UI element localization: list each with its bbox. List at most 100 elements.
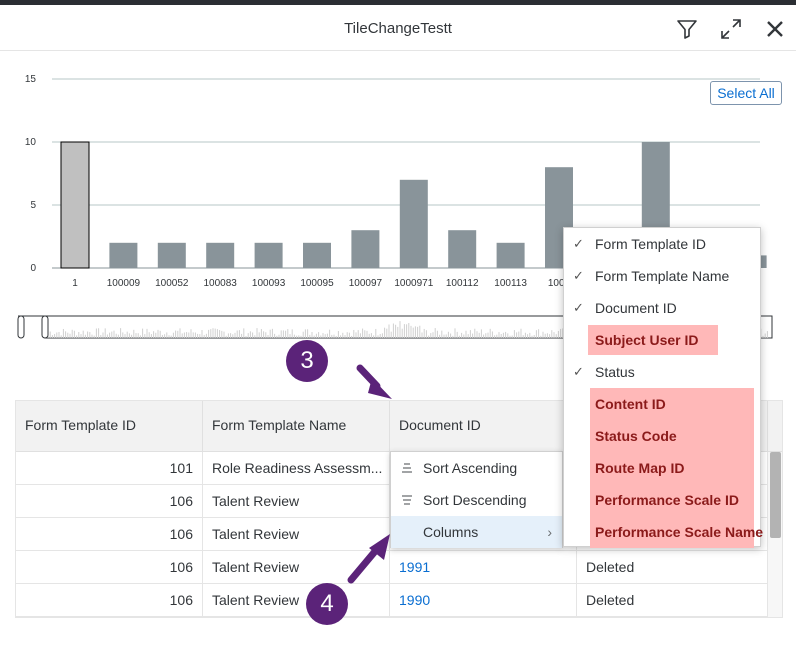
select-all-button[interactable]: Select All xyxy=(710,81,782,105)
x-tick-label: 100083 xyxy=(204,278,238,289)
x-tick-label: 100113 xyxy=(494,278,527,289)
bar[interactable] xyxy=(351,230,380,268)
menu-item-label: Sort Descending xyxy=(423,492,527,508)
step-3-badge: 3 xyxy=(286,340,328,382)
column-option-label: Document ID xyxy=(595,300,677,316)
column-option-form-template-id[interactable]: ✓ Form Template ID xyxy=(564,228,760,260)
cell-status xyxy=(577,452,768,485)
table-row[interactable]: 106 Talent Review 1991 Deleted xyxy=(16,551,782,584)
menu-item-columns[interactable]: Columns › xyxy=(391,516,562,548)
cell-document-id[interactable]: 1991 xyxy=(390,551,577,584)
filter-icon[interactable] xyxy=(675,17,699,41)
y-tick-label: 5 xyxy=(30,200,36,211)
cell-template-name: Talent Review xyxy=(203,584,390,617)
menu-item-label: Sort Ascending xyxy=(423,460,518,476)
x-tick-label: 100052 xyxy=(155,278,189,289)
bar[interactable] xyxy=(109,242,138,268)
column-option-performance-scale-name[interactable]: Performance Scale Name xyxy=(564,516,764,548)
x-tick-label: 100095 xyxy=(300,278,334,289)
column-header-form-template-id[interactable]: Form Template ID xyxy=(16,401,203,452)
x-tick-label: 1000971 xyxy=(394,278,433,289)
cell-status: Deleted xyxy=(577,551,768,584)
bar[interactable] xyxy=(206,242,235,268)
menu-item-sort-ascending[interactable]: Sort Ascending xyxy=(391,452,562,484)
column-option-label: Performance Scale ID xyxy=(595,492,739,508)
column-option-form-template-name[interactable]: ✓ Form Template Name xyxy=(564,260,760,292)
bar[interactable] xyxy=(399,179,428,268)
bar[interactable] xyxy=(448,230,477,268)
chart-canvas: 15 10 5 0 1 100009 100052 100083 100093 100095 100… xyxy=(17,74,773,339)
checkmark-icon: ✓ xyxy=(573,268,584,283)
column-option-status-code[interactable]: Status Code xyxy=(564,420,760,452)
dialog-title: TileChangeTestt xyxy=(344,20,452,37)
cell-template-name: Role Readiness Assessm... xyxy=(203,452,390,485)
columns-submenu: ✓ Form Template ID ✓ Form Template Name ✓ Doc… xyxy=(563,227,764,548)
bar[interactable] xyxy=(303,242,331,268)
x-tick-label: 100093 xyxy=(252,278,286,289)
cell-template-id: 106 xyxy=(16,518,203,551)
column-header-status[interactable] xyxy=(577,401,768,452)
column-option-label: Performance Scale Name xyxy=(595,524,764,540)
y-tick-label: 15 xyxy=(25,74,37,85)
range-handle-left xyxy=(17,315,25,339)
y-tick-label: 10 xyxy=(25,137,37,148)
highlight-box xyxy=(590,420,754,452)
menu-item-label: Columns xyxy=(423,524,479,540)
x-tick-label: 100009 xyxy=(107,278,141,289)
top-strip xyxy=(0,0,796,5)
highlight-box xyxy=(588,325,718,355)
x-tick-label: 1 xyxy=(72,278,78,289)
column-option-performance-scale-id[interactable]: Performance Scale ID xyxy=(564,484,760,516)
checkmark-icon: ✓ xyxy=(573,364,584,379)
cell-template-id: 106 xyxy=(16,584,203,617)
x-tick-label: 1001 xyxy=(548,278,571,289)
table-row[interactable]: 106 Talent Review 1990 Deleted xyxy=(16,584,782,617)
highlight-box xyxy=(590,516,754,548)
cell-status xyxy=(577,518,768,551)
highlight-box xyxy=(590,452,754,484)
table-scrollbar[interactable] xyxy=(768,452,782,617)
chevron-right-icon: › xyxy=(547,524,552,540)
menu-item-sort-descending[interactable]: Sort Descending xyxy=(391,484,562,516)
dialog-header: TileChangeTestt xyxy=(0,5,796,51)
column-option-label: Status xyxy=(595,364,635,380)
x-tick-label: 100097 xyxy=(349,278,383,289)
cell-template-name: Talent Review xyxy=(203,551,390,584)
arrow-step-4 xyxy=(347,534,390,584)
y-tick-label: 0 xyxy=(30,263,36,274)
highlight-box xyxy=(590,388,754,420)
column-option-route-map-id[interactable]: Route Map ID xyxy=(564,452,760,484)
column-option-subject-user-id[interactable]: Subject User ID xyxy=(564,324,760,356)
column-option-document-id[interactable]: ✓ Document ID xyxy=(564,292,760,324)
column-option-label: Subject User ID xyxy=(595,332,699,348)
bar-chart: 15 10 5 0 1 100009 100052 100083 100093 100095 100… xyxy=(0,60,796,350)
checkmark-icon: ✓ xyxy=(573,300,584,315)
column-option-label: Form Template Name xyxy=(595,268,730,284)
bar[interactable] xyxy=(60,141,90,269)
sort-ascending-icon xyxy=(402,463,412,473)
sort-descending-icon xyxy=(402,495,412,505)
step-4-badge: 4 xyxy=(306,583,348,625)
column-option-label: Content ID xyxy=(595,396,666,412)
column-header-form-template-name[interactable]: Form Template Name xyxy=(203,401,390,452)
cell-status: Deleted xyxy=(577,584,768,617)
checkmark-icon: ✓ xyxy=(573,236,584,251)
bar[interactable] xyxy=(157,242,186,268)
close-icon[interactable] xyxy=(763,17,787,41)
cell-document-id[interactable]: 1990 xyxy=(390,584,577,617)
arrow-step-3 xyxy=(356,364,392,399)
x-tick-label: 100112 xyxy=(446,278,479,289)
column-option-label: Status Code xyxy=(595,428,677,444)
fullscreen-icon[interactable] xyxy=(719,17,743,41)
column-option-label: Form Template ID xyxy=(595,236,706,252)
cell-template-name: Talent Review xyxy=(203,485,390,518)
column-header-menu: Sort Ascending Sort Descending Columns › xyxy=(390,451,563,548)
cell-template-id: 101 xyxy=(16,452,203,485)
column-option-status[interactable]: ✓ Status xyxy=(564,356,760,388)
bar[interactable] xyxy=(254,242,283,268)
scrollbar-thumb[interactable] xyxy=(770,452,781,538)
cell-template-id: 106 xyxy=(16,551,203,584)
column-option-content-id[interactable]: Content ID xyxy=(564,388,760,420)
bar[interactable] xyxy=(496,242,525,268)
cell-status xyxy=(577,485,768,518)
